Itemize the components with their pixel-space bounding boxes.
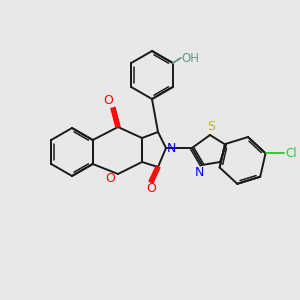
Text: N: N <box>194 166 204 178</box>
Text: O: O <box>105 172 115 185</box>
Text: Cl: Cl <box>286 147 297 160</box>
Text: N: N <box>166 142 176 154</box>
Text: S: S <box>207 121 215 134</box>
Text: O: O <box>103 94 113 107</box>
Text: OH: OH <box>182 52 200 64</box>
Text: O: O <box>146 182 156 196</box>
